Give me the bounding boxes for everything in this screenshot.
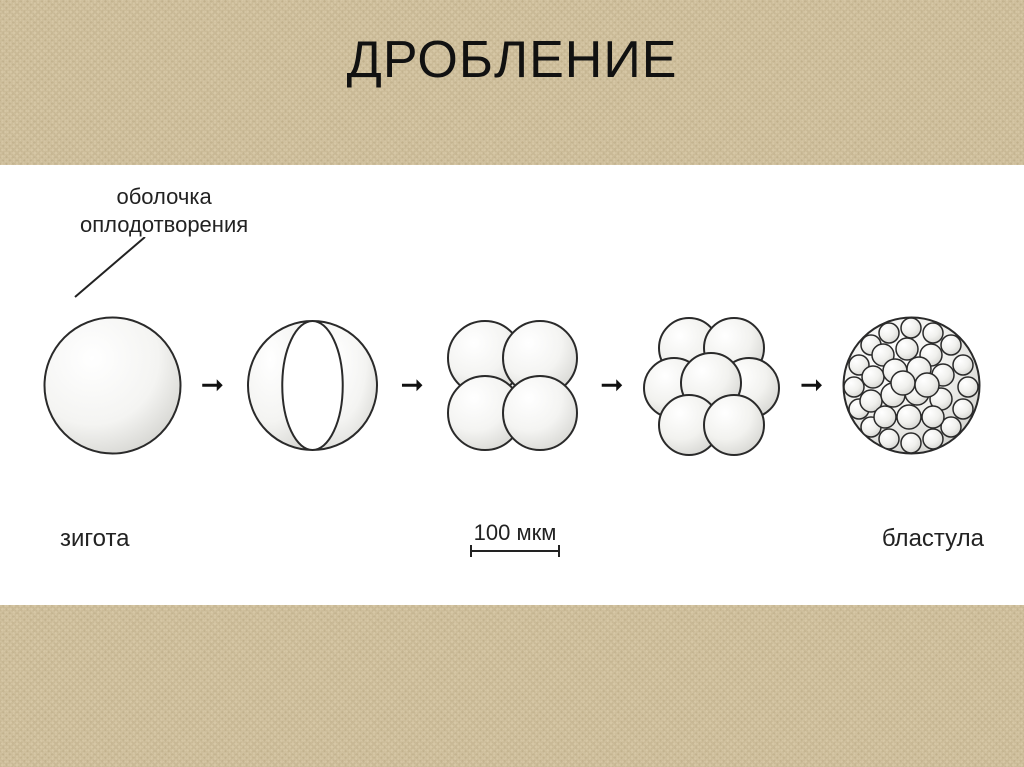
arrow-4: ➞ xyxy=(800,371,823,399)
membrane-label: оболочка оплодотворения xyxy=(80,183,248,238)
arrow-2: ➞ xyxy=(400,371,423,399)
scale-bar: 100 мкм xyxy=(460,520,570,560)
stage-4-cell xyxy=(440,313,585,458)
arrow-3: ➞ xyxy=(600,371,623,399)
diagram-panel: оболочка оплодотворения ➞ xyxy=(0,165,1024,605)
label-blastula: бластула xyxy=(882,525,984,553)
slide-canvas: ДРОБЛЕНИЕ оболочка оплодотворения xyxy=(0,0,1024,767)
scale-label: 100 мкм xyxy=(460,520,570,546)
stage-2-cell xyxy=(240,313,385,458)
arrow-1: ➞ xyxy=(201,371,224,399)
stage-row: ➞ ➞ xyxy=(0,285,1024,485)
membrane-label-line2: оплодотворения xyxy=(80,212,248,237)
label-zygote: зигота xyxy=(60,525,130,553)
stage-zygote xyxy=(40,313,185,458)
stage-8-cell xyxy=(639,313,784,458)
membrane-label-line1: оболочка xyxy=(116,184,211,209)
slide-title: ДРОБЛЕНИЕ xyxy=(0,30,1024,90)
stage-blastula xyxy=(839,313,984,458)
